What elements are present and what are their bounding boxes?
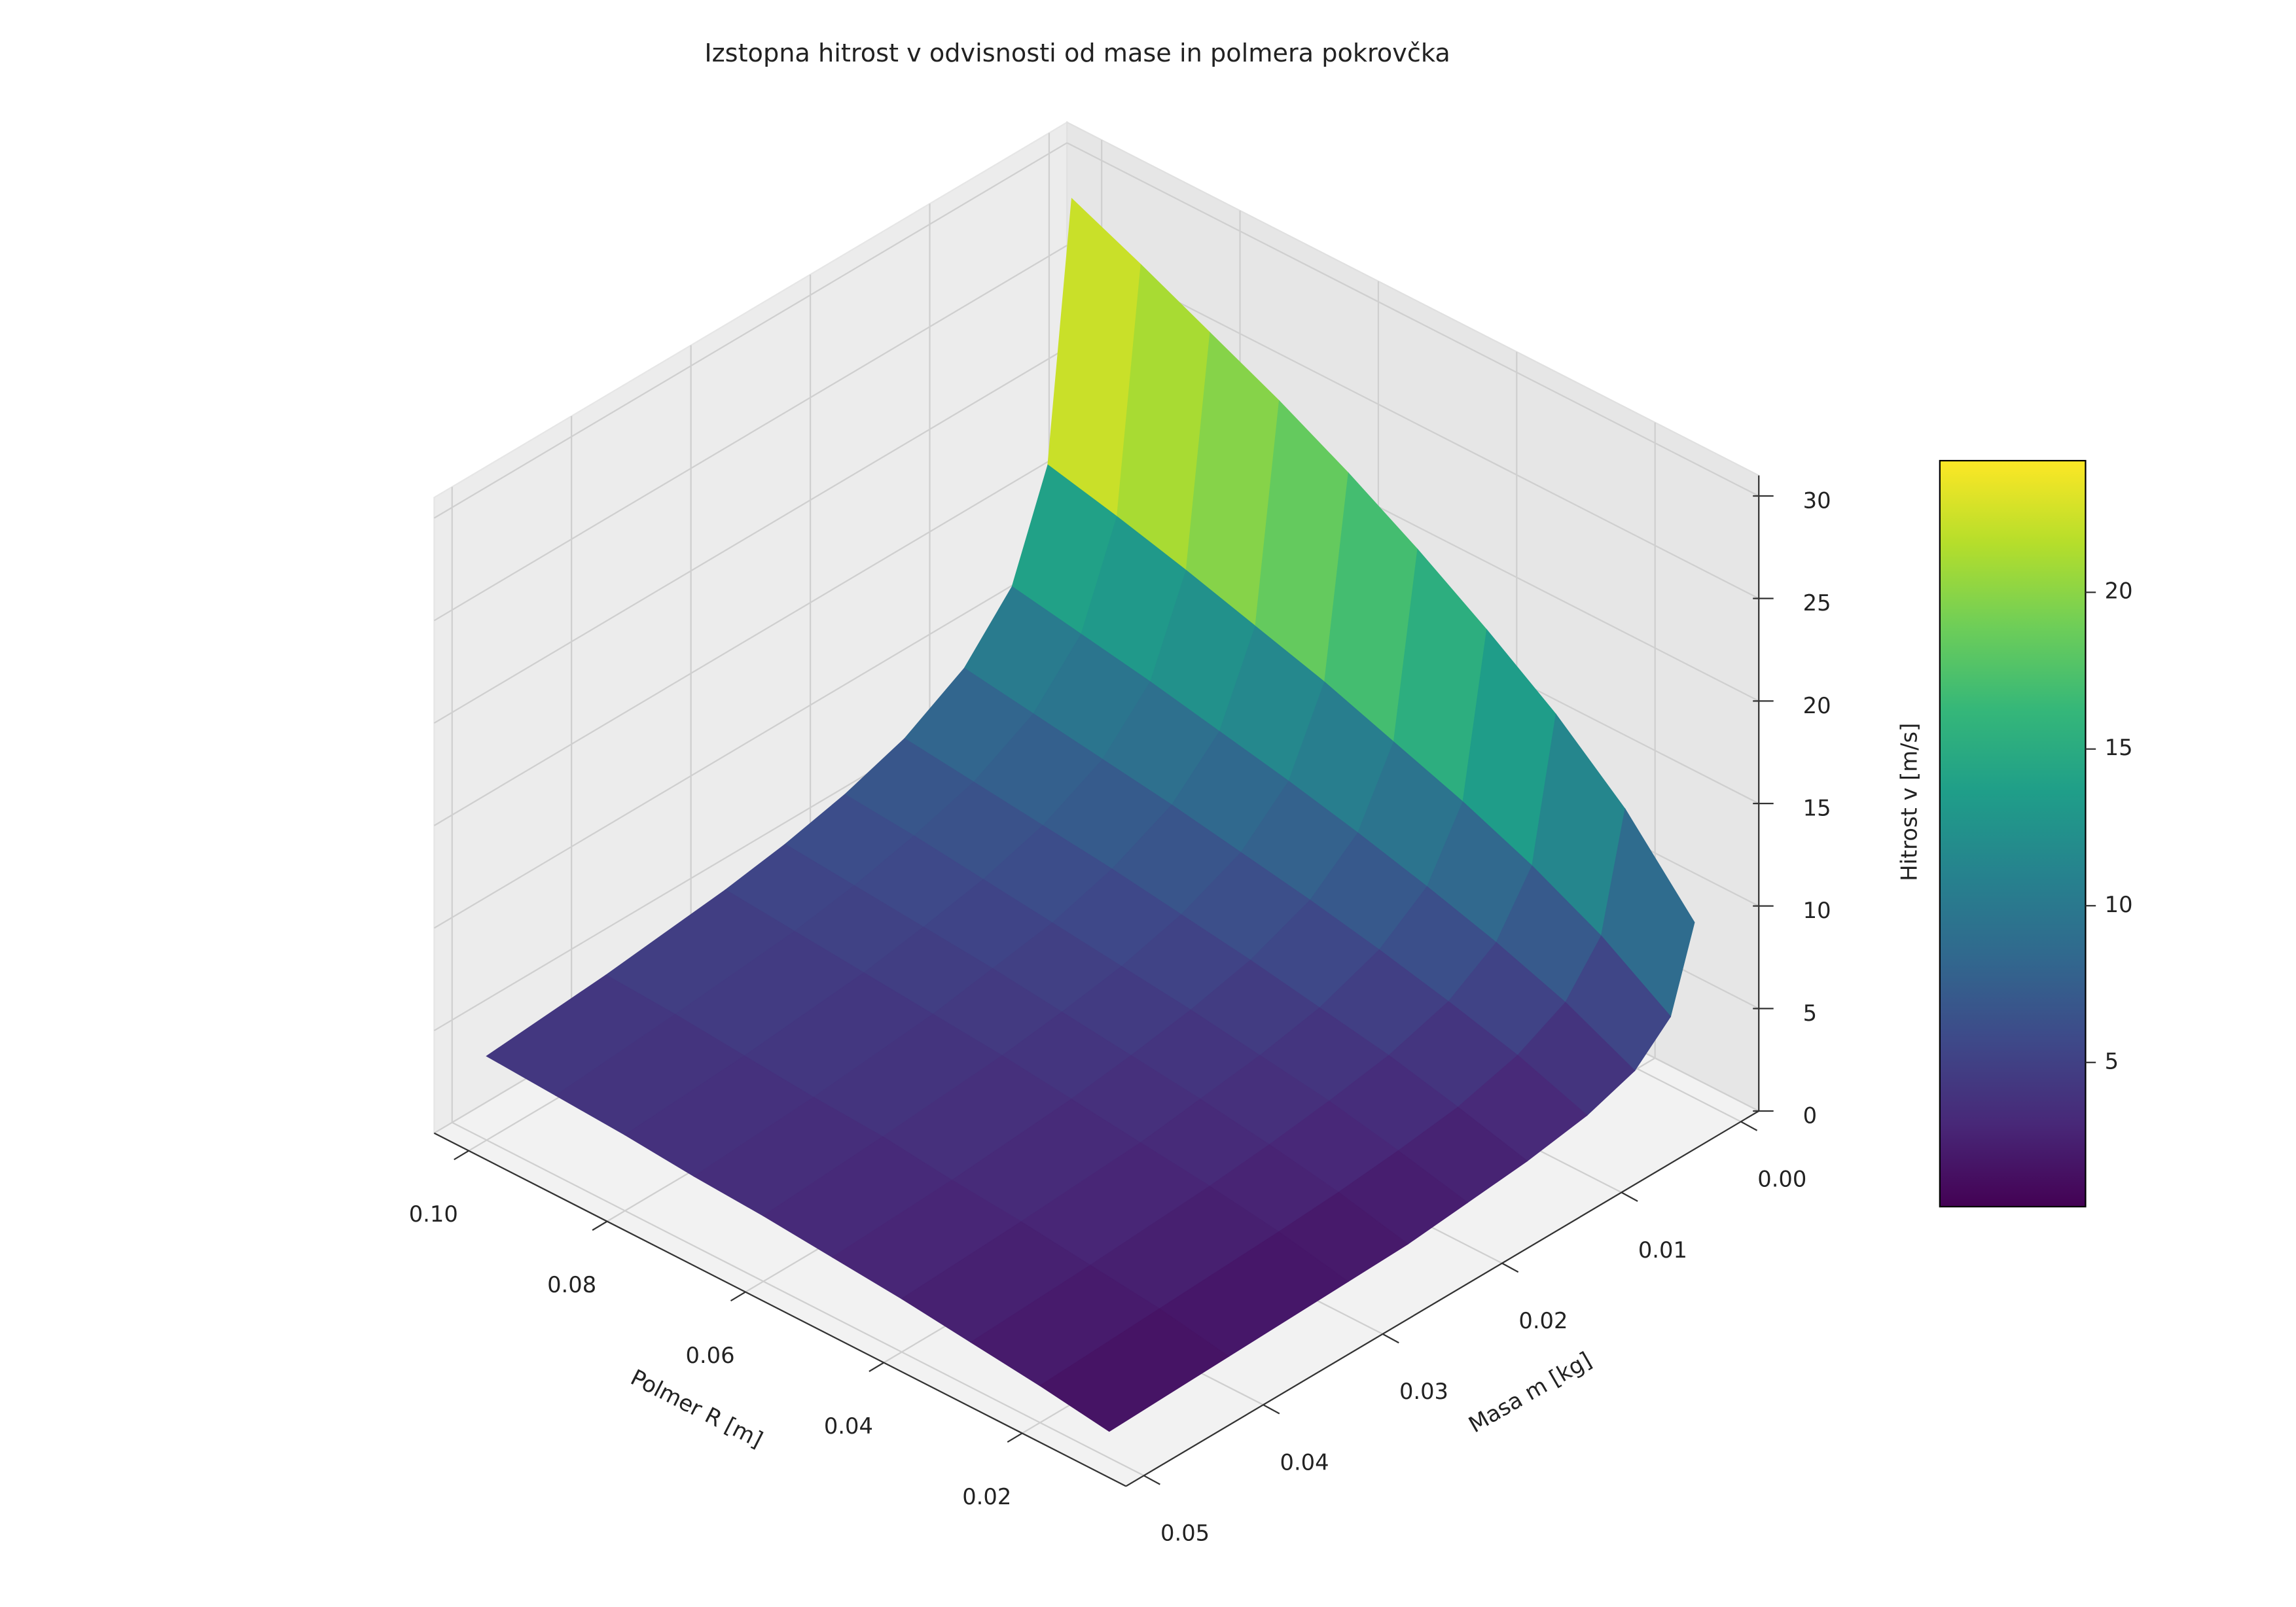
z-tick-label: 0	[1803, 1103, 1817, 1128]
x-tick-label: 0.02	[962, 1484, 1011, 1510]
y-tick-label: 0.01	[1638, 1237, 1687, 1263]
x-axis-label: Polmer R [m]	[626, 1364, 766, 1453]
axis-line	[1125, 1110, 1759, 1487]
y-tick-label: 0.00	[1757, 1167, 1806, 1192]
colorbar	[1939, 459, 2087, 1208]
y-tick	[1143, 1475, 1160, 1485]
z-tick-label: 10	[1803, 898, 1831, 923]
grid-line	[1066, 142, 1759, 497]
colorbar-tick-label: 15	[2105, 735, 2133, 760]
y-tick-label: 0.02	[1518, 1308, 1568, 1333]
grid-line	[433, 552, 1067, 929]
x-tick	[730, 1291, 746, 1302]
grid-line	[433, 245, 1067, 622]
grid-line	[433, 450, 1067, 826]
x-tick	[1007, 1432, 1023, 1443]
x-tick-label: 0.08	[547, 1272, 596, 1298]
y-tick	[1501, 1262, 1519, 1273]
axis-line	[433, 1132, 1126, 1487]
colorbar-tick-label: 5	[2105, 1048, 2119, 1074]
y-tick-label: 0.05	[1160, 1521, 1210, 1546]
x-tick	[454, 1150, 469, 1161]
y-tick	[1740, 1121, 1758, 1131]
colorbar-tick-label: 10	[2105, 892, 2133, 917]
grid-line	[1066, 244, 1759, 599]
chart-title: Izstopna hitrost v odvisnosti od mase in…	[704, 39, 1450, 68]
surface	[486, 198, 1695, 1432]
grid-line	[452, 1121, 1145, 1477]
z-tick-label: 20	[1803, 693, 1831, 718]
axes: 0.02 0.04 0.06 0.08 0.10 0.00 0.01 0.02 0.03 0.04…	[409, 475, 1831, 1546]
x-tick-label: 0.04	[824, 1413, 873, 1439]
x-tick-label: 0.06	[685, 1343, 734, 1368]
grid-line	[433, 142, 1067, 519]
surface-face	[1039, 1308, 1230, 1432]
z-tick-label: 30	[1803, 488, 1831, 514]
x-tick-label: 0.10	[409, 1201, 458, 1227]
z-tick-label: 25	[1803, 590, 1831, 616]
z-axis-label: Hitrost v [m/s]	[1896, 723, 1922, 881]
y-tick-label: 0.04	[1280, 1449, 1329, 1475]
x-tick	[869, 1362, 884, 1372]
colorbar-tick-label: 20	[2105, 578, 2133, 604]
y-axis-label: Masa m [kg]	[1464, 1347, 1596, 1438]
y-tick-label: 0.03	[1399, 1379, 1448, 1404]
z-tick-label: 5	[1803, 1000, 1817, 1026]
grid-line	[433, 347, 1067, 724]
x-tick	[592, 1220, 608, 1231]
y-tick	[1263, 1404, 1280, 1415]
y-tick	[1382, 1333, 1399, 1344]
z-tick-label: 15	[1803, 795, 1831, 821]
y-tick	[1621, 1192, 1638, 1202]
